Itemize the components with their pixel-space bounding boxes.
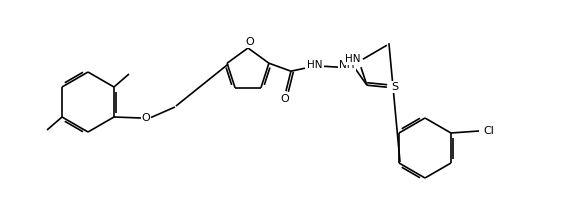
Text: NH: NH — [339, 60, 355, 70]
Text: S: S — [392, 82, 398, 92]
Text: Cl: Cl — [484, 126, 494, 136]
Text: HN: HN — [307, 60, 323, 70]
Text: O: O — [141, 113, 150, 123]
Text: HN: HN — [345, 54, 361, 64]
Text: O: O — [246, 37, 254, 47]
Text: O: O — [280, 94, 289, 104]
